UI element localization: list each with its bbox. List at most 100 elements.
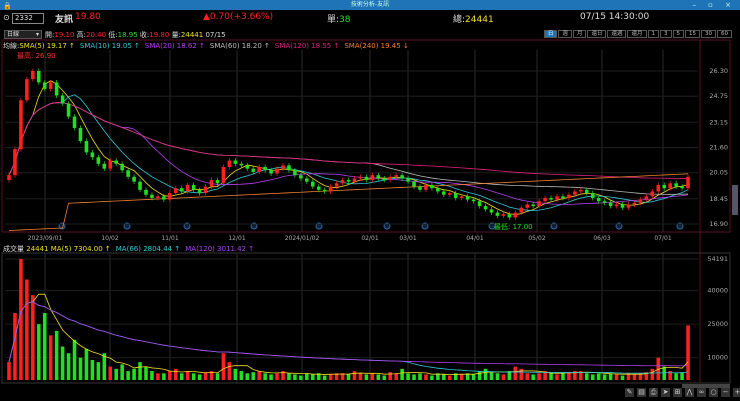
volume-bar — [239, 371, 244, 380]
quote-datetime: 07/15 14:30:00 — [580, 12, 650, 22]
candle — [19, 100, 23, 150]
volume-bar — [310, 374, 315, 380]
tab-period[interactable]: 3 — [660, 30, 672, 38]
candle — [96, 157, 101, 164]
date-label: 03/01 — [399, 235, 416, 242]
date-label: 10/02 — [101, 235, 118, 242]
candle — [382, 178, 387, 181]
search-icon[interactable]: ⊙ — [3, 13, 10, 22]
low-value: 18.95 — [117, 31, 138, 39]
candle — [525, 204, 530, 208]
volume-legend-label: 成交量 — [3, 245, 24, 253]
crosshair-icon[interactable]: ⊞ — [673, 388, 682, 397]
total-value: 24441 — [465, 15, 494, 25]
volume-bar — [644, 372, 649, 380]
volume-bar — [84, 348, 89, 380]
tab-period[interactable]: 5 — [672, 30, 684, 38]
candle — [459, 196, 464, 198]
candle — [579, 189, 583, 192]
candle — [31, 71, 35, 80]
volume-bar — [245, 373, 250, 380]
candle — [489, 209, 494, 213]
refresh-icon[interactable]: ○ — [709, 388, 718, 397]
tab-period[interactable]: 還月 — [627, 30, 647, 38]
volume-ma-line — [8, 301, 689, 374]
tab-period[interactable]: 15 — [685, 30, 700, 38]
tab-period[interactable]: 還日 — [587, 30, 607, 38]
candle — [150, 194, 154, 198]
date-label: 12/01 — [228, 235, 245, 242]
volume-bar — [400, 368, 404, 380]
candle — [126, 170, 130, 177]
candle — [60, 95, 65, 104]
legend-item: MA(5) 7304.00 ↑ — [50, 245, 111, 253]
high-label: 高: — [76, 31, 86, 39]
volume-bar — [150, 371, 154, 380]
volume-bar — [233, 368, 238, 380]
stock-name: 友訊 — [55, 15, 74, 25]
tab-period[interactable]: 30 — [701, 30, 716, 38]
date-label: 2023/09/01 — [28, 235, 63, 242]
window-title: 技術分析-友訊 — [350, 1, 390, 8]
tab-period[interactable]: 還週 — [607, 30, 627, 38]
candle — [173, 188, 178, 194]
candle — [543, 197, 547, 202]
ma-legend: 均線:SMA(5) 19.17 ↑ SMA(10) 19.05 ↑ SMA(20) … — [3, 41, 414, 51]
save-icon[interactable]: ▤ — [637, 388, 646, 397]
volume-bar — [42, 313, 47, 380]
volume-bar — [555, 374, 559, 380]
zoom-in-icon[interactable]: + — [733, 388, 740, 397]
volume-bar — [90, 359, 95, 380]
candle — [340, 180, 345, 184]
window-titlebar: 🔒 技術分析-友訊 – ▫ × — [0, 0, 740, 10]
tab-period[interactable]: 60 — [717, 30, 732, 38]
volume-bar — [525, 373, 530, 380]
volume-bar — [495, 373, 500, 380]
cursor-icon[interactable]: ➤ — [661, 388, 670, 397]
stock-code-input[interactable]: 2332 — [12, 13, 44, 24]
candle — [7, 175, 11, 181]
ma-line — [8, 102, 689, 205]
high-annotation: 最高: 26.90 — [17, 52, 56, 60]
volume-legend-value: 24441 — [26, 245, 49, 253]
tab-period[interactable]: 日 — [543, 30, 558, 38]
candle — [310, 181, 315, 187]
unit-label: 單: — [327, 15, 340, 25]
candle — [668, 183, 672, 189]
indicator-icon[interactable]: ⋀ — [685, 388, 694, 397]
draw-icon[interactable]: ✎ — [625, 388, 634, 397]
legend-item: SMA(5) 19.17 ↑ — [19, 42, 75, 50]
candle — [233, 160, 238, 164]
candle — [620, 204, 625, 208]
volume-bar — [352, 371, 357, 380]
candle — [418, 186, 422, 190]
tab-period[interactable]: 1 — [647, 30, 659, 38]
candle — [287, 165, 291, 171]
candle — [614, 204, 619, 207]
vertical-scrollbar[interactable] — [732, 185, 738, 215]
window-controls[interactable]: – ▫ × — [692, 1, 736, 9]
zoom-out-icon[interactable]: − — [721, 388, 730, 397]
volume-bar — [299, 375, 303, 380]
volume-bar — [96, 362, 101, 380]
candle — [72, 116, 77, 128]
candle — [257, 167, 261, 172]
date-label: 05/02 — [528, 235, 545, 242]
period-value: 日線 — [7, 31, 20, 38]
volume-bar — [287, 373, 291, 380]
link-icon[interactable]: ∞ — [697, 388, 706, 397]
candle — [78, 127, 83, 141]
candle — [436, 188, 440, 192]
horizontal-scrollbar[interactable] — [682, 384, 730, 388]
candle — [108, 160, 113, 169]
tab-period[interactable]: 週 — [558, 30, 572, 38]
tab-period[interactable]: 月 — [572, 30, 587, 38]
print-icon[interactable]: ⎙ — [649, 388, 658, 397]
candle — [608, 202, 613, 207]
period-select[interactable]: 日線 ▾ — [4, 30, 42, 39]
candle — [66, 103, 71, 117]
candle — [251, 168, 256, 172]
volume-tick: 25000 — [707, 320, 728, 328]
volume-bar — [459, 374, 464, 380]
candle — [305, 178, 309, 182]
